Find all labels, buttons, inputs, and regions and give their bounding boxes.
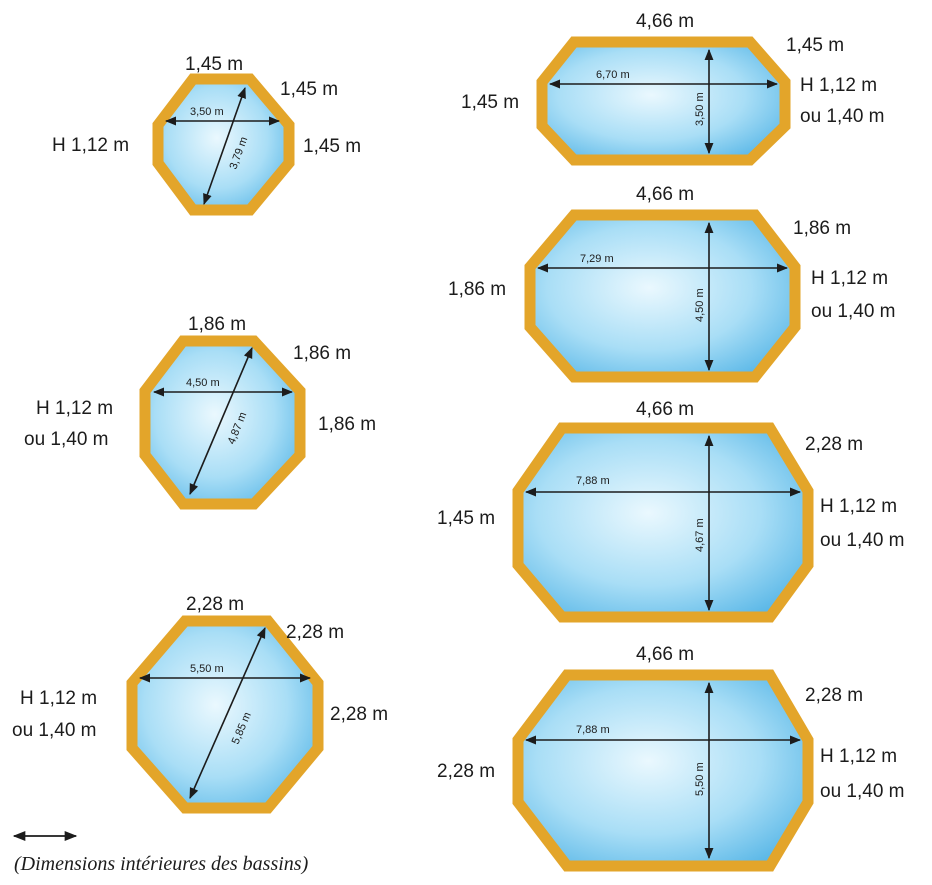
side-left-label: 1,45 m xyxy=(437,508,495,529)
height-label-1: H 1,12 m xyxy=(20,688,97,709)
height-label-2: ou 1,40 m xyxy=(820,781,905,802)
side-diagonal-label: 1,45 m xyxy=(786,35,844,56)
length-label: 6,70 m xyxy=(596,69,630,81)
side-right-label: 1,86 m xyxy=(318,414,376,435)
height-label-1: H 1,12 m xyxy=(36,398,113,419)
side-top-label: 2,28 m xyxy=(186,594,244,615)
pool-oblong-4: 7,88 m 5,50 m 4,66 m 2,28 m 2,28 m H 1,1… xyxy=(437,644,905,872)
diagonal-arrow xyxy=(189,346,253,496)
pool-frame xyxy=(536,36,791,166)
length-label: 7,29 m xyxy=(580,253,614,265)
pool-octagon-medium: 4,50 m 4,87 m 1,86 m 1,86 m 1,86 m H 1,1… xyxy=(24,314,376,510)
width-label: 3,50 m xyxy=(694,92,706,126)
height-label-2: ou 1,40 m xyxy=(820,530,905,551)
width-label: 4,50 m xyxy=(694,288,706,322)
diagonal-arrow xyxy=(203,86,246,206)
pool-octagon-large: 5,50 m 5,85 m 2,28 m 2,28 m 2,28 m H 1,1… xyxy=(12,594,388,814)
side-diagonal-label: 2,28 m xyxy=(286,622,344,643)
pool-oblong-3: 7,88 m 4,67 m 4,66 m 2,28 m 1,45 m H 1,1… xyxy=(437,399,905,623)
pool-oblong-1: 6,70 m 3,50 m 4,66 m 1,45 m 1,45 m H 1,1… xyxy=(461,11,885,166)
height-label-1: H 1,12 m xyxy=(811,268,888,289)
width-label: 5,50 m xyxy=(694,762,706,796)
side-top-label: 1,45 m xyxy=(185,54,243,75)
length-label: 7,88 m xyxy=(576,475,610,487)
side-top-label: 4,66 m xyxy=(636,399,694,420)
side-top-label: 1,86 m xyxy=(188,314,246,335)
side-left-label: 1,86 m xyxy=(448,279,506,300)
legend: (Dimensions intérieures des bassins) xyxy=(12,830,309,875)
side-diagonal-label: 1,86 m xyxy=(293,343,351,364)
pool-frame xyxy=(512,422,814,623)
pool-octagon-small: 3,50 m 3,79 m 1,45 m 1,45 m 1,45 m H 1,1… xyxy=(52,54,361,216)
pool-frame xyxy=(126,615,324,814)
pool-oblong-2: 7,29 m 4,50 m 4,66 m 1,86 m 1,86 m H 1,1… xyxy=(448,184,896,383)
height-label-2: ou 1,40 m xyxy=(800,106,885,127)
side-diagonal-label: 1,86 m xyxy=(793,218,851,239)
width-label: 3,50 m xyxy=(190,106,224,118)
pool-frame xyxy=(152,73,295,216)
width-label: 5,50 m xyxy=(190,663,224,675)
height-label-1: H 1,12 m xyxy=(820,746,897,767)
side-diagonal-label: 1,45 m xyxy=(280,79,338,100)
side-right-label: 1,45 m xyxy=(303,136,361,157)
side-right-label: 2,28 m xyxy=(330,704,388,725)
height-label-2: ou 1,40 m xyxy=(811,301,896,322)
length-label: 7,88 m xyxy=(576,724,610,736)
side-top-label: 4,66 m xyxy=(636,644,694,665)
side-diagonal-label: 2,28 m xyxy=(805,434,863,455)
side-diagonal-label: 2,28 m xyxy=(805,685,863,706)
side-top-label: 4,66 m xyxy=(636,184,694,205)
height-label-2: ou 1,40 m xyxy=(24,429,109,450)
pool-frame xyxy=(139,335,306,510)
caption: (Dimensions intérieures des bassins) xyxy=(14,853,309,875)
width-label: 4,50 m xyxy=(186,377,220,389)
width-label: 4,67 m xyxy=(694,518,706,552)
pool-frame xyxy=(524,209,801,383)
side-top-label: 4,66 m xyxy=(636,11,694,32)
height-label-2: ou 1,40 m xyxy=(12,720,97,741)
height-label-1: H 1,12 m xyxy=(820,496,897,517)
side-left-label: 2,28 m xyxy=(437,761,495,782)
diagonal-arrow xyxy=(189,626,266,800)
height-label-1: H 1,12 m xyxy=(800,75,877,96)
height-label-1: H 1,12 m xyxy=(52,135,129,156)
pool-frame xyxy=(512,669,814,872)
side-left-label: 1,45 m xyxy=(461,92,519,113)
